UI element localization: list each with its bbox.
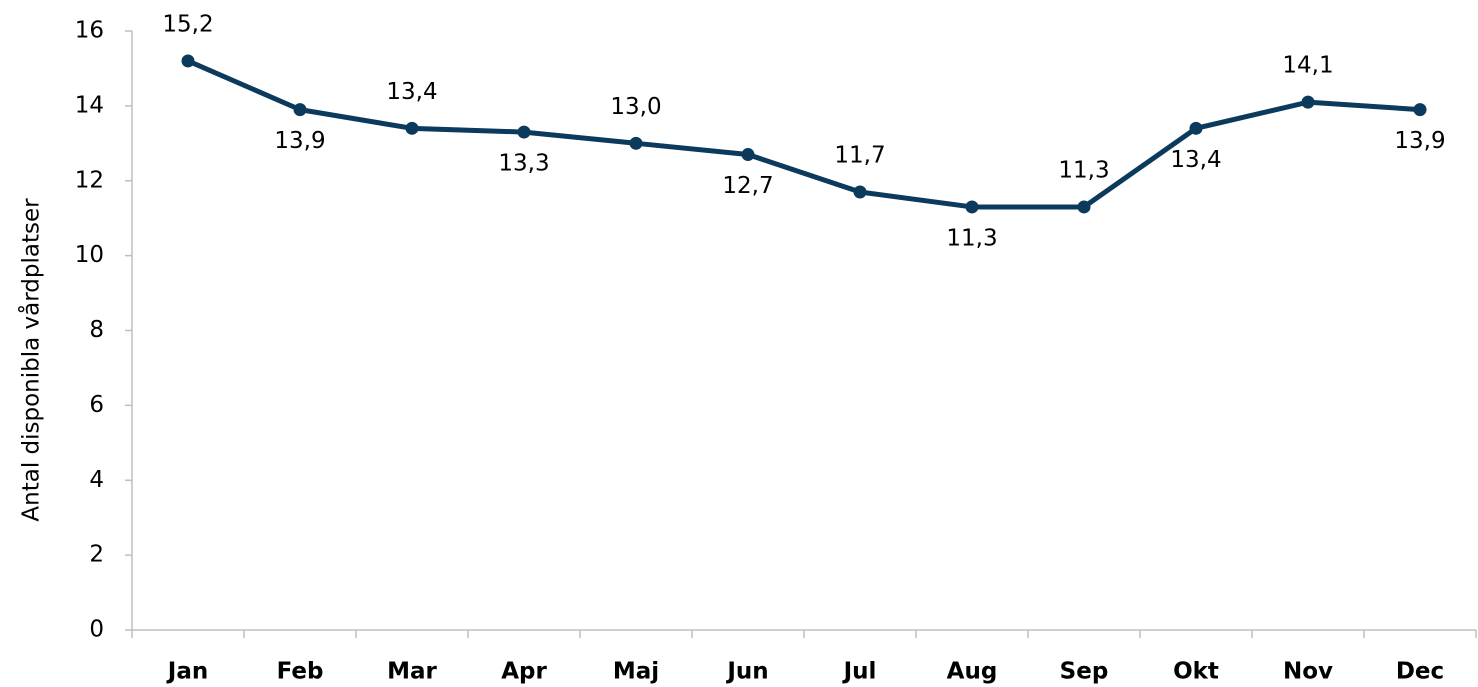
data-label: 11,7 xyxy=(834,142,885,168)
y-tick-label: 14 xyxy=(75,92,104,118)
data-point xyxy=(181,54,195,68)
x-tick-label: Jul xyxy=(842,659,877,685)
y-tick-label: 2 xyxy=(89,542,104,568)
x-tick-label: Jan xyxy=(166,659,208,685)
x-tick-label: Dec xyxy=(1396,659,1444,685)
x-tick-label: Mar xyxy=(387,659,437,685)
data-point xyxy=(1077,200,1091,214)
y-tick-label: 6 xyxy=(89,392,104,418)
x-tick-label: Sep xyxy=(1060,659,1109,685)
x-tick-label: Feb xyxy=(277,659,324,685)
data-point xyxy=(1301,95,1315,109)
x-tick-label: Maj xyxy=(613,659,659,685)
data-label: 12,7 xyxy=(722,173,773,199)
data-point xyxy=(965,200,979,214)
x-tick-label: Aug xyxy=(947,659,998,685)
data-point xyxy=(853,185,867,199)
data-label: 13,0 xyxy=(610,94,661,120)
y-tick-label: 4 xyxy=(89,467,104,493)
x-tick-label: Nov xyxy=(1283,659,1333,685)
data-label: 13,9 xyxy=(274,128,325,154)
y-tick-label: 8 xyxy=(89,317,104,343)
data-label: 13,4 xyxy=(386,79,437,105)
y-tick-label: 10 xyxy=(75,242,104,268)
data-point xyxy=(293,103,307,117)
data-point xyxy=(517,125,531,139)
data-point xyxy=(1189,121,1203,135)
y-axis-label: Antal disponibla vårdplatser xyxy=(17,198,45,522)
data-point xyxy=(741,148,755,162)
x-tick-label: Okt xyxy=(1173,659,1219,685)
data-label: 11,3 xyxy=(946,225,997,251)
x-tick-label: Jun xyxy=(725,659,768,685)
y-tick-label: 16 xyxy=(75,18,104,44)
y-tick-label: 12 xyxy=(75,167,104,193)
data-label: 13,4 xyxy=(1170,147,1221,173)
data-label: 15,2 xyxy=(162,11,213,37)
data-point xyxy=(405,121,419,135)
y-tick-label: 0 xyxy=(89,617,104,643)
data-point xyxy=(1413,103,1427,117)
data-line xyxy=(187,58,1421,210)
data-label: 13,9 xyxy=(1394,128,1445,154)
x-tick-label: Apr xyxy=(501,659,547,685)
data-label: 14,1 xyxy=(1282,53,1333,79)
data-label: 11,3 xyxy=(1058,157,1109,183)
data-label: 13,3 xyxy=(498,151,549,177)
data-point xyxy=(629,136,643,150)
